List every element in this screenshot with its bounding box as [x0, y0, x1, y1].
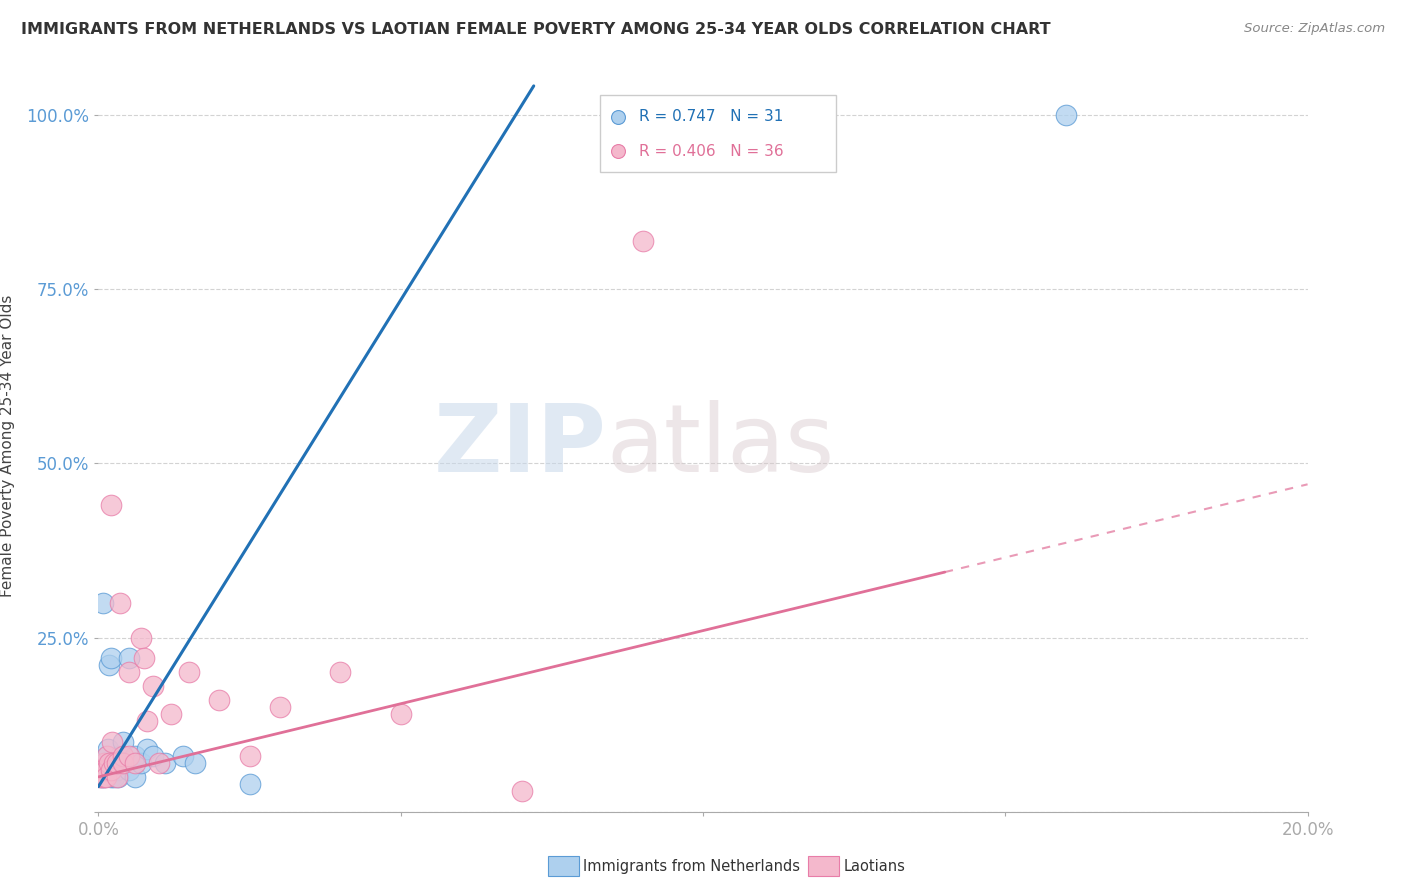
Point — [135, 742, 157, 756]
Text: R = 0.747   N = 31: R = 0.747 N = 31 — [638, 110, 783, 124]
Point — [124, 756, 146, 770]
Text: IMMIGRANTS FROM NETHERLANDS VS LAOTIAN FEMALE POVERTY AMONG 25-34 YEAR OLDS CORR: IMMIGRANTS FROM NETHERLANDS VS LAOTIAN F… — [21, 22, 1050, 37]
Point — [107, 770, 129, 784]
Point — [153, 756, 176, 770]
Point — [142, 749, 165, 764]
Point — [100, 756, 122, 770]
Text: Source: ZipAtlas.com: Source: ZipAtlas.com — [1244, 22, 1385, 36]
FancyBboxPatch shape — [600, 95, 837, 171]
Text: atlas: atlas — [606, 400, 835, 492]
Point — [160, 707, 183, 722]
Point — [118, 763, 141, 777]
Point — [97, 756, 120, 770]
Point — [110, 756, 132, 770]
Point — [94, 763, 117, 777]
Point — [108, 749, 131, 764]
Text: R = 0.406   N = 36: R = 0.406 N = 36 — [638, 144, 783, 159]
Point — [184, 756, 207, 770]
Point — [103, 770, 125, 784]
Point — [89, 770, 111, 784]
Point — [91, 763, 114, 777]
Point — [118, 651, 141, 665]
Point — [111, 756, 134, 770]
Point — [105, 756, 128, 770]
Point — [94, 756, 117, 770]
Point — [111, 749, 134, 764]
Point — [100, 498, 122, 512]
Point — [91, 770, 114, 784]
Point — [98, 658, 121, 673]
Point — [329, 665, 352, 680]
Text: Laotians: Laotians — [844, 859, 905, 873]
Point — [105, 763, 128, 777]
Point — [124, 770, 146, 784]
Point — [132, 651, 155, 665]
Y-axis label: Female Poverty Among 25-34 Year Olds: Female Poverty Among 25-34 Year Olds — [0, 295, 15, 597]
Point — [142, 679, 165, 693]
Point — [269, 700, 291, 714]
Point — [96, 763, 118, 777]
Point — [111, 756, 134, 770]
Point — [389, 707, 412, 722]
Point — [239, 749, 262, 764]
Point — [100, 735, 122, 749]
Point — [96, 749, 118, 764]
Point — [90, 763, 112, 777]
Point — [111, 735, 134, 749]
Point — [118, 665, 141, 680]
Point — [93, 770, 115, 784]
Point — [105, 756, 128, 770]
Point — [103, 756, 125, 770]
Point — [93, 756, 115, 770]
Point — [631, 234, 654, 248]
Point — [179, 665, 201, 680]
Point — [129, 631, 152, 645]
Point — [129, 756, 152, 770]
Point — [100, 763, 122, 777]
Point — [239, 777, 262, 791]
Point — [105, 770, 128, 784]
Point — [100, 651, 122, 665]
Point — [90, 770, 112, 784]
Point — [510, 784, 533, 798]
Point — [1054, 108, 1077, 122]
Point — [100, 770, 122, 784]
Point — [118, 749, 141, 764]
Point — [148, 756, 170, 770]
Point — [108, 596, 131, 610]
Point — [96, 770, 118, 784]
Text: ZIP: ZIP — [433, 400, 606, 492]
Point — [97, 742, 120, 756]
Point — [124, 749, 146, 764]
Point — [96, 749, 118, 764]
Point — [93, 770, 115, 784]
Point — [135, 714, 157, 728]
Text: Immigrants from Netherlands: Immigrants from Netherlands — [583, 859, 800, 873]
Point — [91, 596, 114, 610]
Point — [208, 693, 231, 707]
Point — [172, 749, 194, 764]
